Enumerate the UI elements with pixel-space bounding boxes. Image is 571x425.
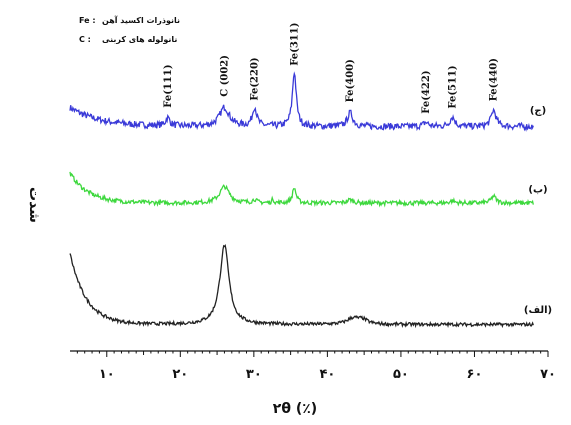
legend: Fe : نانوذرات اکسید آهن C : نانولوله های… — [79, 15, 180, 44]
peak-label-3: Fe(311) — [289, 23, 300, 66]
legend-text-carbon-nanotubes: نانولوله های کربنی — [102, 35, 177, 44]
x-axis-title: ۲θ (٪) — [273, 401, 317, 417]
legend-symbol-c: C : — [79, 35, 91, 44]
x-tick-label-10: ۱۰ — [99, 367, 115, 382]
series-label-2: (الف) — [524, 305, 552, 316]
x-tick-label-40: ۴۰ — [319, 367, 335, 382]
x-tick-label-70: ۷۰ — [540, 367, 556, 382]
x-tick-label-20: ۲۰ — [172, 367, 188, 382]
peak-label-7: Fe(440) — [489, 58, 500, 101]
x-tick-label-50: ۵۰ — [393, 367, 409, 382]
peak-label-4: Fe(400) — [345, 59, 356, 102]
x-tick-label-30: ۳۰ — [246, 367, 262, 382]
peak-label-6: Fe(511) — [447, 65, 458, 108]
peak-label-0: Fe(111) — [163, 64, 174, 107]
x-tick-label-60: ۶۰ — [467, 367, 483, 382]
series-line-2 — [69, 243, 534, 329]
series-line-1 — [69, 171, 534, 208]
plot-area: (ج) (ب) (الف) ۱۰ ۲۰ ۳۰ ۴۰ ۵۰ ۶۰ ۷۰ Fe(111) C (002) F… — [69, 23, 556, 382]
peak-label-5: Fe(422) — [421, 70, 432, 113]
series-label-1: (ب) — [528, 185, 547, 196]
legend-symbol-fe: Fe : — [79, 16, 96, 25]
series-label-0: (ج) — [530, 106, 546, 117]
peak-label-2: Fe(220) — [250, 57, 261, 100]
series-line-0 — [69, 71, 534, 132]
legend-text-iron-oxide: نانوذرات اکسید آهن — [102, 15, 180, 25]
y-axis-title: شدت — [26, 187, 42, 223]
peak-label-1: C (002) — [219, 55, 230, 97]
